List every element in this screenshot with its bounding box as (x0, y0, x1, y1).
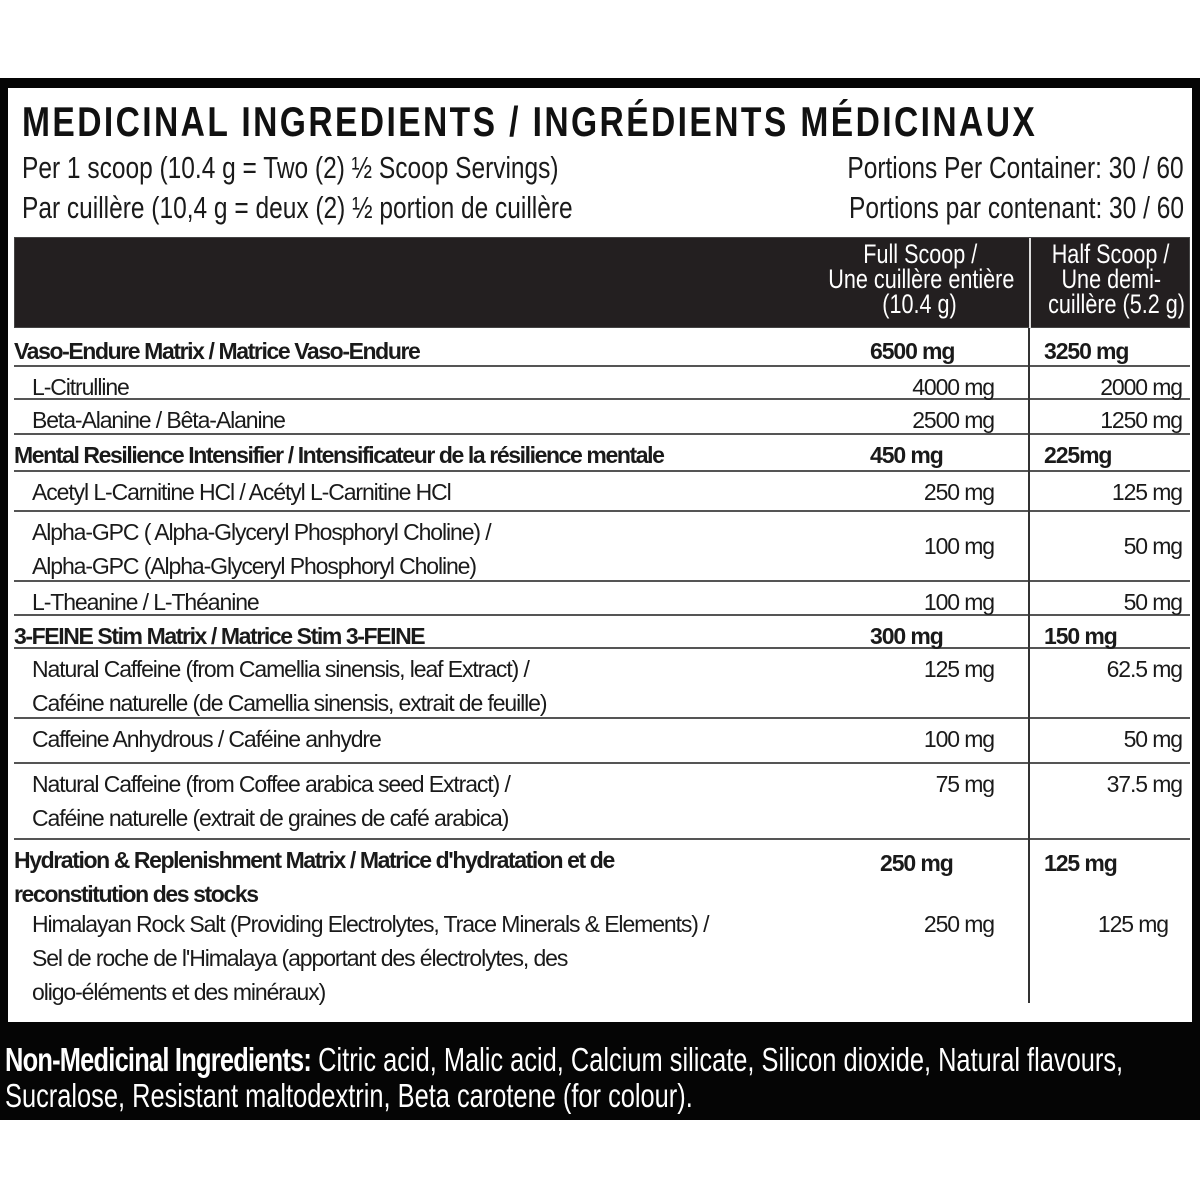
column-header-half-scoop: Half Scoop / Une demi- cuillère (5.2 g) (1048, 239, 1185, 319)
non-medicinal-text: Citric acid, Malic acid, Calcium silicat… (5, 1041, 1124, 1114)
ingredient-group-row: Vaso-Endure Matrix / Matrice Vaso-Endure… (14, 331, 1190, 367)
half-scoop-amount: 2000 mg (1100, 374, 1183, 400)
half-scoop-amount: 62.5 mg (1106, 656, 1184, 682)
ingredient-name: Mental Resilience Intensifier / Intensif… (14, 438, 665, 472)
half-scoop-amount: 50 mg (1123, 589, 1184, 615)
ingredient-name: Natural Caffeine (from Coffee arabica se… (32, 767, 511, 835)
half-scoop-amount: 50 mg (1123, 533, 1184, 559)
ingredient-row: Natural Caffeine (from Coffee arabica se… (14, 764, 1190, 840)
portions-en: Portions Per Container: 30 / 60 (847, 150, 1184, 185)
ingredient-name-line: Hydration & Replenishment Matrix / Matri… (14, 847, 615, 873)
non-medicinal-label: Non-Medicinal Ingredients: (5, 1041, 312, 1078)
ingredient-group-row: 3-FEINE Stim Matrix / Matrice Stim 3-FEI… (14, 616, 1190, 649)
half-scoop-amount: 37.5 mg (1106, 771, 1184, 797)
half-scoop-amount: 3250 mg (1044, 338, 1129, 364)
ingredient-name-line: Himalayan Rock Salt (Providing Electroly… (32, 911, 710, 937)
full-scoop-amount: 6500 mg (870, 338, 955, 364)
half-scoop-amount: 150 mg (1044, 623, 1118, 649)
ingredient-name-line: Sel de roche de l'Himalaya (apportant de… (32, 945, 568, 971)
ingredient-name: Himalayan Rock Salt (Providing Electroly… (32, 907, 710, 1009)
full-scoop-amount: 100 mg (923, 589, 995, 615)
full-scoop-amount: 250 mg (880, 850, 954, 876)
ingredient-name-line: Caféine naturelle (extrait de graines de… (32, 805, 509, 831)
table-header: Full Scoop / Une cuillère entière (10.4 … (14, 237, 1190, 329)
ingredient-name-line: Beta-Alanine / Bêta-Alanine (32, 407, 286, 433)
ingredient-row: Alpha-GPC ( Alpha-Glyceryl Phosphoryl Ch… (14, 512, 1190, 582)
ingredient-name-line: 3-FEINE Stim Matrix / Matrice Stim 3-FEI… (14, 623, 426, 649)
half-scoop-amount: 125 mg (1111, 479, 1183, 505)
ingredient-name-line: Caféine naturelle (de Camellia sinensis,… (32, 690, 548, 716)
ingredient-row: Beta-Alanine / Bêta-Alanine 2500 mg 1250 m… (14, 400, 1190, 435)
ingredient-row: Caffeine Anhydrous / Caféine anhydre 100 … (14, 719, 1190, 764)
ingredient-name: L-Theanine / L-Théanine (32, 585, 260, 619)
ingredient-name-line: oligo-éléments et des minéraux) (32, 979, 326, 1005)
full-scoop-amount: 125 mg (923, 656, 995, 682)
ingredient-row: Natural Caffeine (from Camellia sinensis… (14, 649, 1190, 719)
serving-size-fr: Par cuillère (10,4 g = deux (2) ½ portio… (22, 190, 573, 225)
ingredient-name: 3-FEINE Stim Matrix / Matrice Stim 3-FEI… (14, 619, 426, 653)
half-scoop-amount: 125 mg (1044, 850, 1118, 876)
ingredient-name-line: Natural Caffeine (from Camellia sinensis… (32, 656, 530, 682)
full-scoop-amount: 4000 mg (912, 374, 995, 400)
page-title: MEDICINAL INGREDIENTS / INGRÉDIENTS MÉDI… (22, 98, 1038, 145)
ingredient-name-line: Acetyl L-Carnitine HCl / Acétyl L-Carnit… (32, 479, 452, 505)
ingredient-name: Caffeine Anhydrous / Caféine anhydre (32, 722, 382, 756)
ingredient-name: Acetyl L-Carnitine HCl / Acétyl L-Carnit… (32, 475, 452, 509)
ingredient-name-line: reconstitution des stocks (14, 881, 259, 907)
ingredients-table: Vaso-Endure Matrix / Matrice Vaso-Endure… (14, 331, 1190, 1005)
full-scoop-amount: 100 mg (923, 533, 995, 559)
ingredient-row: L-Theanine / L-Théanine 100 mg 50 mg (14, 582, 1190, 616)
ingredient-name: Vaso-Endure Matrix / Matrice Vaso-Endure (14, 334, 421, 368)
half-scoop-amount: 1250 mg (1100, 407, 1183, 433)
ingredient-name: Alpha-GPC ( Alpha-Glyceryl Phosphoryl Ch… (32, 515, 492, 583)
non-medicinal-ingredients: Non-Medicinal Ingredients: Citric acid, … (5, 1042, 1145, 1114)
ingredient-name-line: L-Theanine / L-Théanine (32, 589, 260, 615)
ingredient-name-line: Alpha-GPC (Alpha-Glyceryl Phosphoryl Cho… (32, 553, 477, 579)
ingredient-name: Beta-Alanine / Bêta-Alanine (32, 403, 286, 437)
portions-fr: Portions par contenant: 30 / 60 (849, 190, 1184, 225)
half-scoop-amount: 225mg (1044, 442, 1112, 468)
half-scoop-amount: 125 mg (1097, 911, 1169, 937)
ingredient-name-line: Caffeine Anhydrous / Caféine anhydre (32, 726, 382, 752)
ingredient-name-line: Vaso-Endure Matrix / Matrice Vaso-Endure (14, 338, 421, 364)
ingredient-name: Hydration & Replenishment Matrix / Matri… (14, 843, 615, 911)
column-divider (1028, 328, 1030, 1003)
ingredient-row: Acetyl L-Carnitine HCl / Acétyl L-Carnit… (14, 472, 1190, 512)
full-scoop-amount: 100 mg (923, 726, 995, 752)
ingredient-group-row: Hydration & Replenishment Matrix / Matri… (14, 840, 1190, 907)
ingredient-row: L-Citrulline 4000 mg 2000 mg (14, 367, 1190, 400)
header-divider (1029, 238, 1031, 329)
ingredient-name: Natural Caffeine (from Camellia sinensis… (32, 652, 548, 720)
full-scoop-amount: 250 mg (923, 479, 995, 505)
serving-size-en: Per 1 scoop (10.4 g = Two (2) ½ Scoop Se… (22, 150, 559, 185)
full-scoop-amount: 300 mg (870, 623, 944, 649)
ingredient-row: Himalayan Rock Salt (Providing Electroly… (14, 904, 1190, 1005)
full-scoop-amount: 2500 mg (912, 407, 995, 433)
ingredient-name: L-Citrulline (32, 370, 130, 404)
full-scoop-amount: 75 mg (935, 771, 996, 797)
half-scoop-amount: 50 mg (1123, 726, 1184, 752)
ingredient-name-line: Natural Caffeine (from Coffee arabica se… (32, 771, 511, 797)
ingredient-name-line: Mental Resilience Intensifier / Intensif… (14, 442, 665, 468)
full-scoop-amount: 450 mg (870, 442, 944, 468)
full-scoop-amount: 250 mg (923, 911, 995, 937)
column-header-full-scoop: Full Scoop / Une cuillère entière (10.4 … (828, 239, 1015, 319)
ingredient-group-row: Mental Resilience Intensifier / Intensif… (14, 435, 1190, 472)
ingredient-name-line: L-Citrulline (32, 374, 130, 400)
ingredient-name-line: Alpha-GPC ( Alpha-Glyceryl Phosphoryl Ch… (32, 519, 492, 545)
